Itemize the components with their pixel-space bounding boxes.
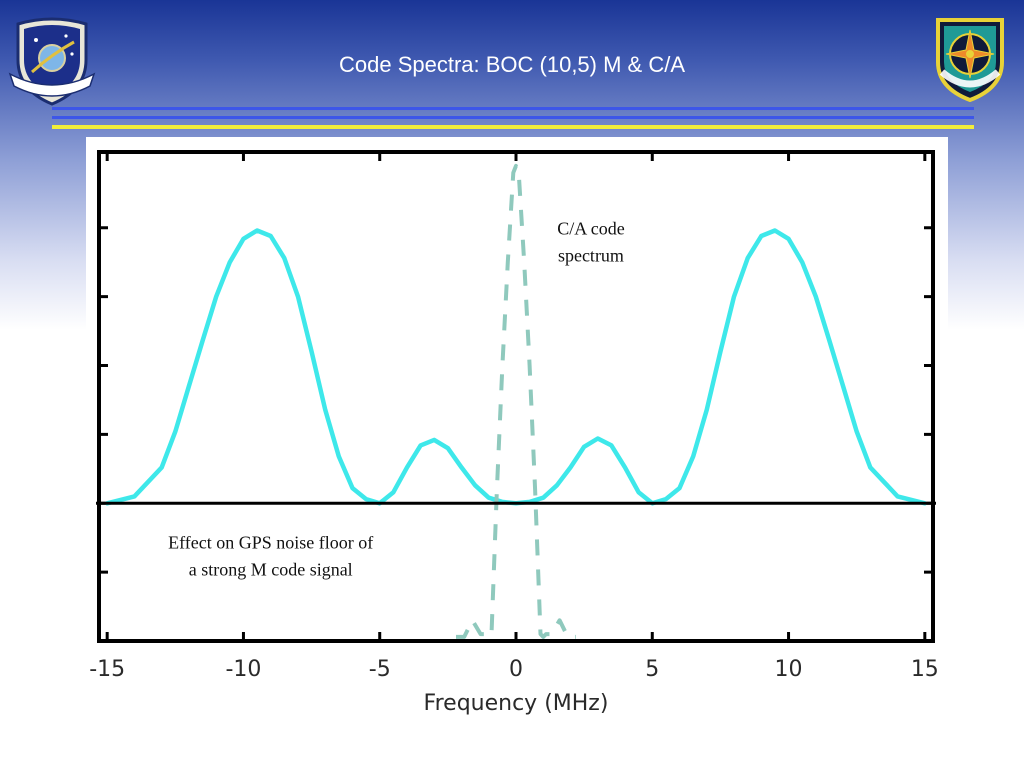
x-tick-label: 15 (911, 657, 939, 682)
x-tick-label: 10 (775, 657, 803, 682)
title-rule-blue-bottom (52, 116, 974, 119)
plot-panel (86, 137, 948, 667)
m-code-spectrum-line (104, 228, 928, 506)
x-axis-label: Frequency (MHz) (424, 691, 609, 716)
afspc-shield-icon (8, 17, 96, 106)
x-tick-label: 0 (509, 657, 523, 682)
x-tick-label: -10 (225, 657, 261, 682)
title-rule-yellow (52, 125, 974, 129)
slide-title: Code Spectra: BOC (10,5) M & C/A (338, 52, 686, 77)
x-tick-label: 5 (645, 657, 659, 682)
navstar-gps-shield-icon (936, 18, 1004, 102)
x-tick-label: -15 (89, 657, 125, 682)
chart-annotation: Effect on GPS noise floor of a strong M c… (168, 533, 373, 580)
title-rule-blue-top (52, 107, 974, 110)
chart-annotation: C/A code spectrum (557, 219, 625, 266)
ca-code-spectrum-line (456, 163, 576, 639)
x-tick-label: -5 (369, 657, 391, 682)
